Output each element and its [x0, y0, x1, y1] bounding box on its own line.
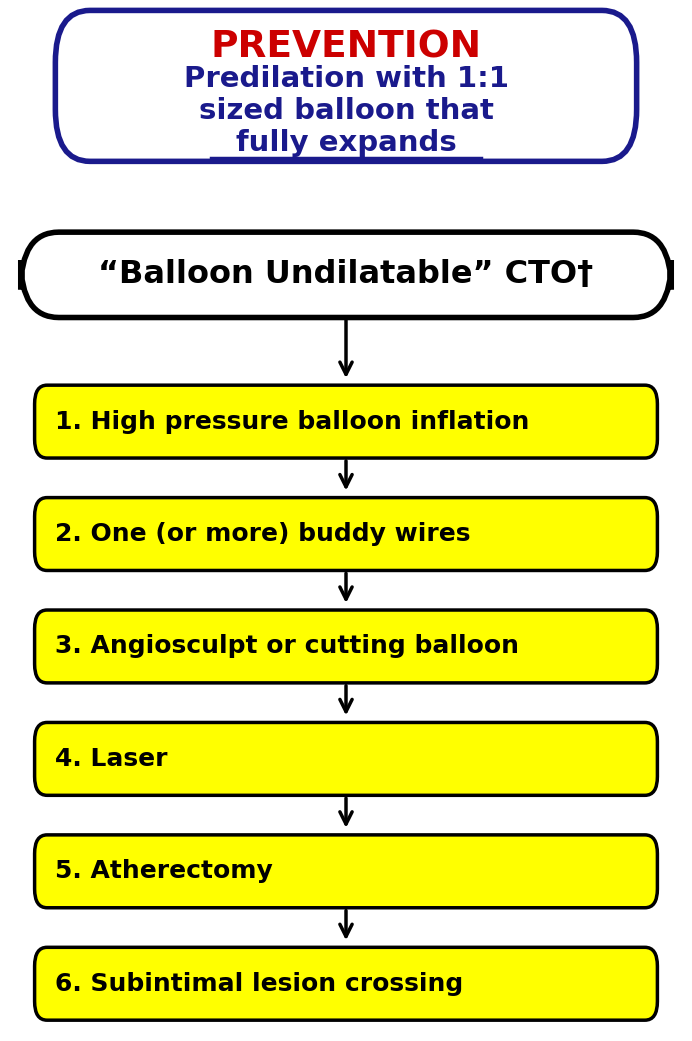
Text: 3. Angiosculpt or cutting balloon: 3. Angiosculpt or cutting balloon — [55, 634, 520, 659]
Text: sized balloon that: sized balloon that — [199, 97, 493, 125]
Text: 5. Atherectomy: 5. Atherectomy — [55, 859, 273, 884]
Text: 2. One (or more) buddy wires: 2. One (or more) buddy wires — [55, 522, 471, 547]
FancyBboxPatch shape — [35, 835, 657, 908]
FancyBboxPatch shape — [55, 10, 637, 161]
Text: fully expands: fully expands — [235, 129, 457, 157]
Text: 1. High pressure balloon inflation: 1. High pressure balloon inflation — [55, 409, 530, 434]
Text: 6. Subintimal lesion crossing: 6. Subintimal lesion crossing — [55, 971, 464, 996]
Text: Predilation with 1:1: Predilation with 1:1 — [183, 65, 509, 93]
FancyBboxPatch shape — [35, 610, 657, 683]
FancyBboxPatch shape — [35, 498, 657, 570]
FancyBboxPatch shape — [35, 722, 657, 795]
FancyBboxPatch shape — [35, 947, 657, 1020]
Text: 4. Laser: 4. Laser — [55, 746, 168, 771]
FancyBboxPatch shape — [35, 385, 657, 458]
Text: PREVENTION: PREVENTION — [210, 29, 482, 66]
Text: “Balloon Undilatable” CTO†: “Balloon Undilatable” CTO† — [98, 259, 594, 290]
FancyBboxPatch shape — [21, 232, 671, 318]
